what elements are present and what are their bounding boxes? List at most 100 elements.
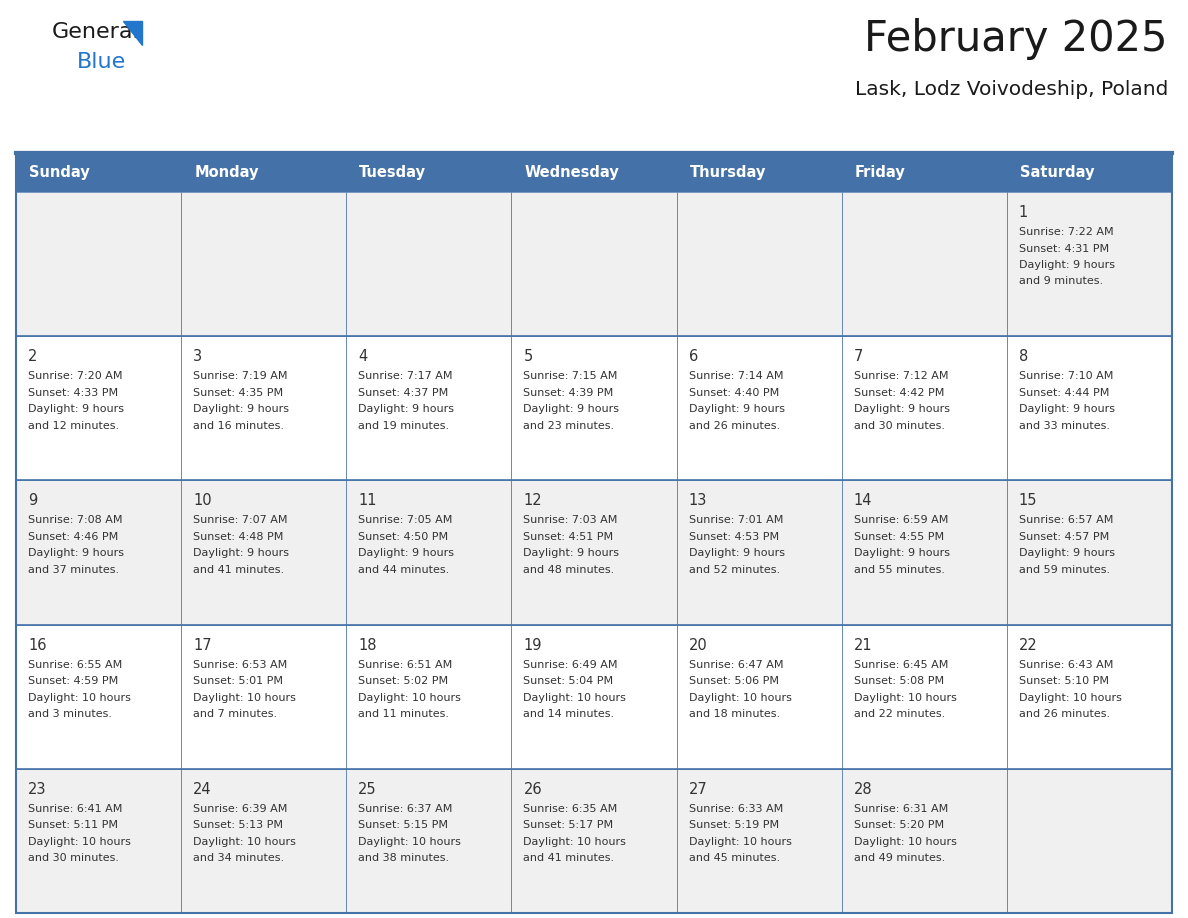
Text: Sunset: 4:46 PM: Sunset: 4:46 PM bbox=[29, 532, 119, 542]
Text: Sunrise: 6:41 AM: Sunrise: 6:41 AM bbox=[29, 804, 122, 813]
Polygon shape bbox=[124, 20, 143, 44]
Text: 10: 10 bbox=[194, 493, 211, 509]
Text: and 52 minutes.: and 52 minutes. bbox=[689, 565, 779, 575]
Bar bbox=[842, 768, 1007, 913]
Text: Daylight: 9 hours: Daylight: 9 hours bbox=[359, 548, 454, 558]
Bar bbox=[181, 336, 346, 480]
Text: 22: 22 bbox=[1019, 638, 1037, 653]
Text: Daylight: 10 hours: Daylight: 10 hours bbox=[689, 837, 791, 846]
Text: Sunrise: 7:07 AM: Sunrise: 7:07 AM bbox=[194, 515, 287, 525]
Bar bbox=[15, 624, 181, 768]
Text: 20: 20 bbox=[689, 638, 707, 653]
Text: 15: 15 bbox=[1019, 493, 1037, 509]
Text: and 30 minutes.: and 30 minutes. bbox=[854, 420, 944, 431]
Text: Monday: Monday bbox=[194, 164, 259, 180]
Text: Daylight: 10 hours: Daylight: 10 hours bbox=[359, 837, 461, 846]
Text: 19: 19 bbox=[524, 638, 542, 653]
Bar bbox=[842, 192, 1007, 336]
Text: Daylight: 9 hours: Daylight: 9 hours bbox=[524, 404, 619, 414]
Text: Sunrise: 7:20 AM: Sunrise: 7:20 AM bbox=[29, 371, 122, 381]
Text: Sunset: 4:59 PM: Sunset: 4:59 PM bbox=[29, 676, 119, 686]
Text: Daylight: 10 hours: Daylight: 10 hours bbox=[1019, 692, 1121, 702]
Text: Sunset: 4:31 PM: Sunset: 4:31 PM bbox=[1019, 243, 1108, 253]
Text: 11: 11 bbox=[359, 493, 377, 509]
Text: 17: 17 bbox=[194, 638, 211, 653]
Bar bbox=[677, 192, 842, 336]
Bar bbox=[511, 336, 677, 480]
Text: and 14 minutes.: and 14 minutes. bbox=[524, 709, 614, 719]
Text: Sunday: Sunday bbox=[29, 164, 90, 180]
Bar bbox=[677, 336, 842, 480]
Text: and 49 minutes.: and 49 minutes. bbox=[854, 854, 944, 863]
Bar bbox=[181, 192, 346, 336]
Text: Sunrise: 6:47 AM: Sunrise: 6:47 AM bbox=[689, 660, 783, 669]
Text: Daylight: 10 hours: Daylight: 10 hours bbox=[194, 837, 296, 846]
Bar bbox=[15, 768, 181, 913]
Text: Sunset: 5:15 PM: Sunset: 5:15 PM bbox=[359, 821, 448, 830]
Text: Daylight: 9 hours: Daylight: 9 hours bbox=[854, 404, 949, 414]
Text: Sunset: 4:51 PM: Sunset: 4:51 PM bbox=[524, 532, 613, 542]
Text: 4: 4 bbox=[359, 349, 367, 364]
Bar bbox=[346, 768, 511, 913]
Text: Sunrise: 6:43 AM: Sunrise: 6:43 AM bbox=[1019, 660, 1113, 669]
Text: Daylight: 9 hours: Daylight: 9 hours bbox=[689, 548, 784, 558]
Bar bbox=[511, 624, 677, 768]
Text: Sunrise: 6:59 AM: Sunrise: 6:59 AM bbox=[854, 515, 948, 525]
Text: Daylight: 9 hours: Daylight: 9 hours bbox=[29, 548, 124, 558]
Text: 18: 18 bbox=[359, 638, 377, 653]
Bar bbox=[511, 480, 677, 624]
Text: 5: 5 bbox=[524, 349, 532, 364]
Text: Sunset: 5:19 PM: Sunset: 5:19 PM bbox=[689, 821, 778, 830]
Text: 7: 7 bbox=[854, 349, 864, 364]
Text: Sunset: 5:02 PM: Sunset: 5:02 PM bbox=[359, 676, 448, 686]
Text: Daylight: 9 hours: Daylight: 9 hours bbox=[1019, 404, 1114, 414]
Bar bbox=[1007, 480, 1173, 624]
Text: and 37 minutes.: and 37 minutes. bbox=[29, 565, 119, 575]
Text: Daylight: 10 hours: Daylight: 10 hours bbox=[194, 692, 296, 702]
Bar bbox=[346, 152, 511, 192]
Text: Daylight: 10 hours: Daylight: 10 hours bbox=[29, 837, 131, 846]
Bar bbox=[842, 152, 1007, 192]
Bar bbox=[346, 336, 511, 480]
Text: Sunrise: 7:10 AM: Sunrise: 7:10 AM bbox=[1019, 371, 1113, 381]
Text: Sunset: 4:39 PM: Sunset: 4:39 PM bbox=[524, 387, 614, 397]
Text: Sunrise: 7:12 AM: Sunrise: 7:12 AM bbox=[854, 371, 948, 381]
Text: Wednesday: Wednesday bbox=[524, 164, 619, 180]
Text: and 7 minutes.: and 7 minutes. bbox=[194, 709, 277, 719]
Text: 21: 21 bbox=[854, 638, 872, 653]
Text: 12: 12 bbox=[524, 493, 542, 509]
Text: Daylight: 9 hours: Daylight: 9 hours bbox=[689, 404, 784, 414]
Text: Sunrise: 6:45 AM: Sunrise: 6:45 AM bbox=[854, 660, 948, 669]
Text: and 59 minutes.: and 59 minutes. bbox=[1019, 565, 1110, 575]
Text: and 12 minutes.: and 12 minutes. bbox=[29, 420, 119, 431]
Bar bbox=[181, 624, 346, 768]
Bar bbox=[1007, 768, 1173, 913]
Text: Sunrise: 6:57 AM: Sunrise: 6:57 AM bbox=[1019, 515, 1113, 525]
Text: Sunrise: 7:05 AM: Sunrise: 7:05 AM bbox=[359, 515, 453, 525]
Text: Sunset: 4:37 PM: Sunset: 4:37 PM bbox=[359, 387, 449, 397]
Text: Saturday: Saturday bbox=[1019, 164, 1094, 180]
Bar bbox=[842, 480, 1007, 624]
Text: Sunrise: 7:01 AM: Sunrise: 7:01 AM bbox=[689, 515, 783, 525]
Text: Daylight: 9 hours: Daylight: 9 hours bbox=[1019, 548, 1114, 558]
Text: 8: 8 bbox=[1019, 349, 1028, 364]
Text: Sunset: 5:17 PM: Sunset: 5:17 PM bbox=[524, 821, 613, 830]
Text: Sunset: 4:42 PM: Sunset: 4:42 PM bbox=[854, 387, 944, 397]
Text: and 38 minutes.: and 38 minutes. bbox=[359, 854, 449, 863]
Text: and 26 minutes.: and 26 minutes. bbox=[1019, 709, 1110, 719]
Bar bbox=[511, 768, 677, 913]
Text: Sunset: 4:53 PM: Sunset: 4:53 PM bbox=[689, 532, 778, 542]
Text: Sunset: 5:06 PM: Sunset: 5:06 PM bbox=[689, 676, 778, 686]
Text: and 34 minutes.: and 34 minutes. bbox=[194, 854, 284, 863]
Text: 3: 3 bbox=[194, 349, 202, 364]
Text: 14: 14 bbox=[854, 493, 872, 509]
Bar bbox=[677, 480, 842, 624]
Text: Tuesday: Tuesday bbox=[359, 164, 426, 180]
Text: Sunset: 5:11 PM: Sunset: 5:11 PM bbox=[29, 821, 118, 830]
Text: and 41 minutes.: and 41 minutes. bbox=[524, 854, 614, 863]
Text: and 19 minutes.: and 19 minutes. bbox=[359, 420, 449, 431]
Text: Sunrise: 7:22 AM: Sunrise: 7:22 AM bbox=[1019, 227, 1113, 237]
Text: Sunset: 4:48 PM: Sunset: 4:48 PM bbox=[194, 532, 284, 542]
Bar bbox=[15, 192, 181, 336]
Text: and 26 minutes.: and 26 minutes. bbox=[689, 420, 779, 431]
